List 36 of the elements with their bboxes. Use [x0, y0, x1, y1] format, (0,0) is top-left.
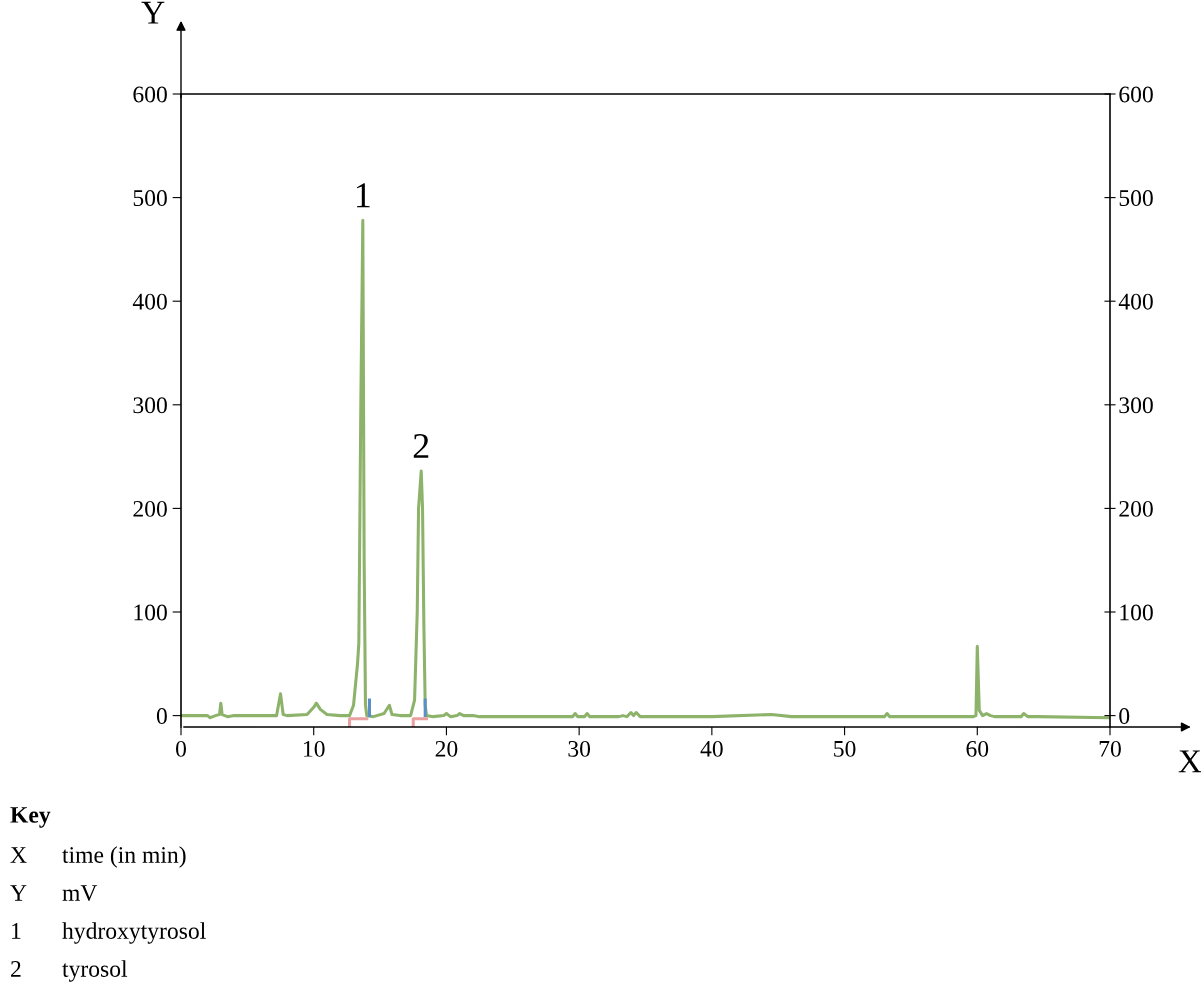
- x-tick-label: 70: [1099, 740, 1121, 757]
- line-series: [181, 218, 1110, 720]
- y2-tick-label: 0: [1119, 708, 1130, 725]
- y2-tick-label: 500: [1119, 190, 1153, 207]
- y-tick-label: 200: [133, 500, 167, 517]
- text: hydroxytyrosol: [62, 922, 206, 944]
- text: tyrosol: [62, 960, 128, 982]
- y-tick-label: 100: [134, 604, 167, 621]
- y-tick-label: 500: [133, 190, 167, 207]
- y-tick-label: 0: [156, 708, 167, 725]
- x-axis-title: X: [1178, 750, 1201, 773]
- text: Key: [10, 807, 51, 828]
- x-tick-label: 0: [176, 740, 186, 757]
- y-tick-label: 300: [133, 397, 167, 414]
- y-tick-label: 400: [132, 293, 167, 310]
- y2-tick-label: 300: [1119, 397, 1153, 414]
- text: mV: [62, 885, 98, 902]
- x-tick-label: 60: [966, 740, 989, 757]
- y2-tick-label: 100: [1120, 604, 1153, 621]
- text: X: [10, 847, 27, 863]
- y-axis-title: Y: [141, 1, 165, 24]
- y2-tick-label: 200: [1119, 500, 1153, 517]
- text: 1: [12, 923, 21, 939]
- text: Y: [10, 885, 27, 901]
- text: 2: [11, 961, 21, 977]
- x-tick-label: 40: [700, 740, 723, 757]
- y2-tick-label: 400: [1118, 293, 1153, 310]
- x-tick-label: 50: [834, 740, 856, 757]
- text: time (in min): [62, 846, 186, 868]
- x-tick-label: 20: [435, 740, 458, 757]
- annotation: 2: [413, 433, 429, 458]
- x-tick-label: 30: [568, 740, 591, 757]
- x-tick-label: 10: [303, 740, 325, 757]
- y2-tick-label: 600: [1119, 86, 1153, 103]
- annotation: 1: [356, 183, 370, 208]
- y-tick-label: 600: [133, 86, 167, 103]
